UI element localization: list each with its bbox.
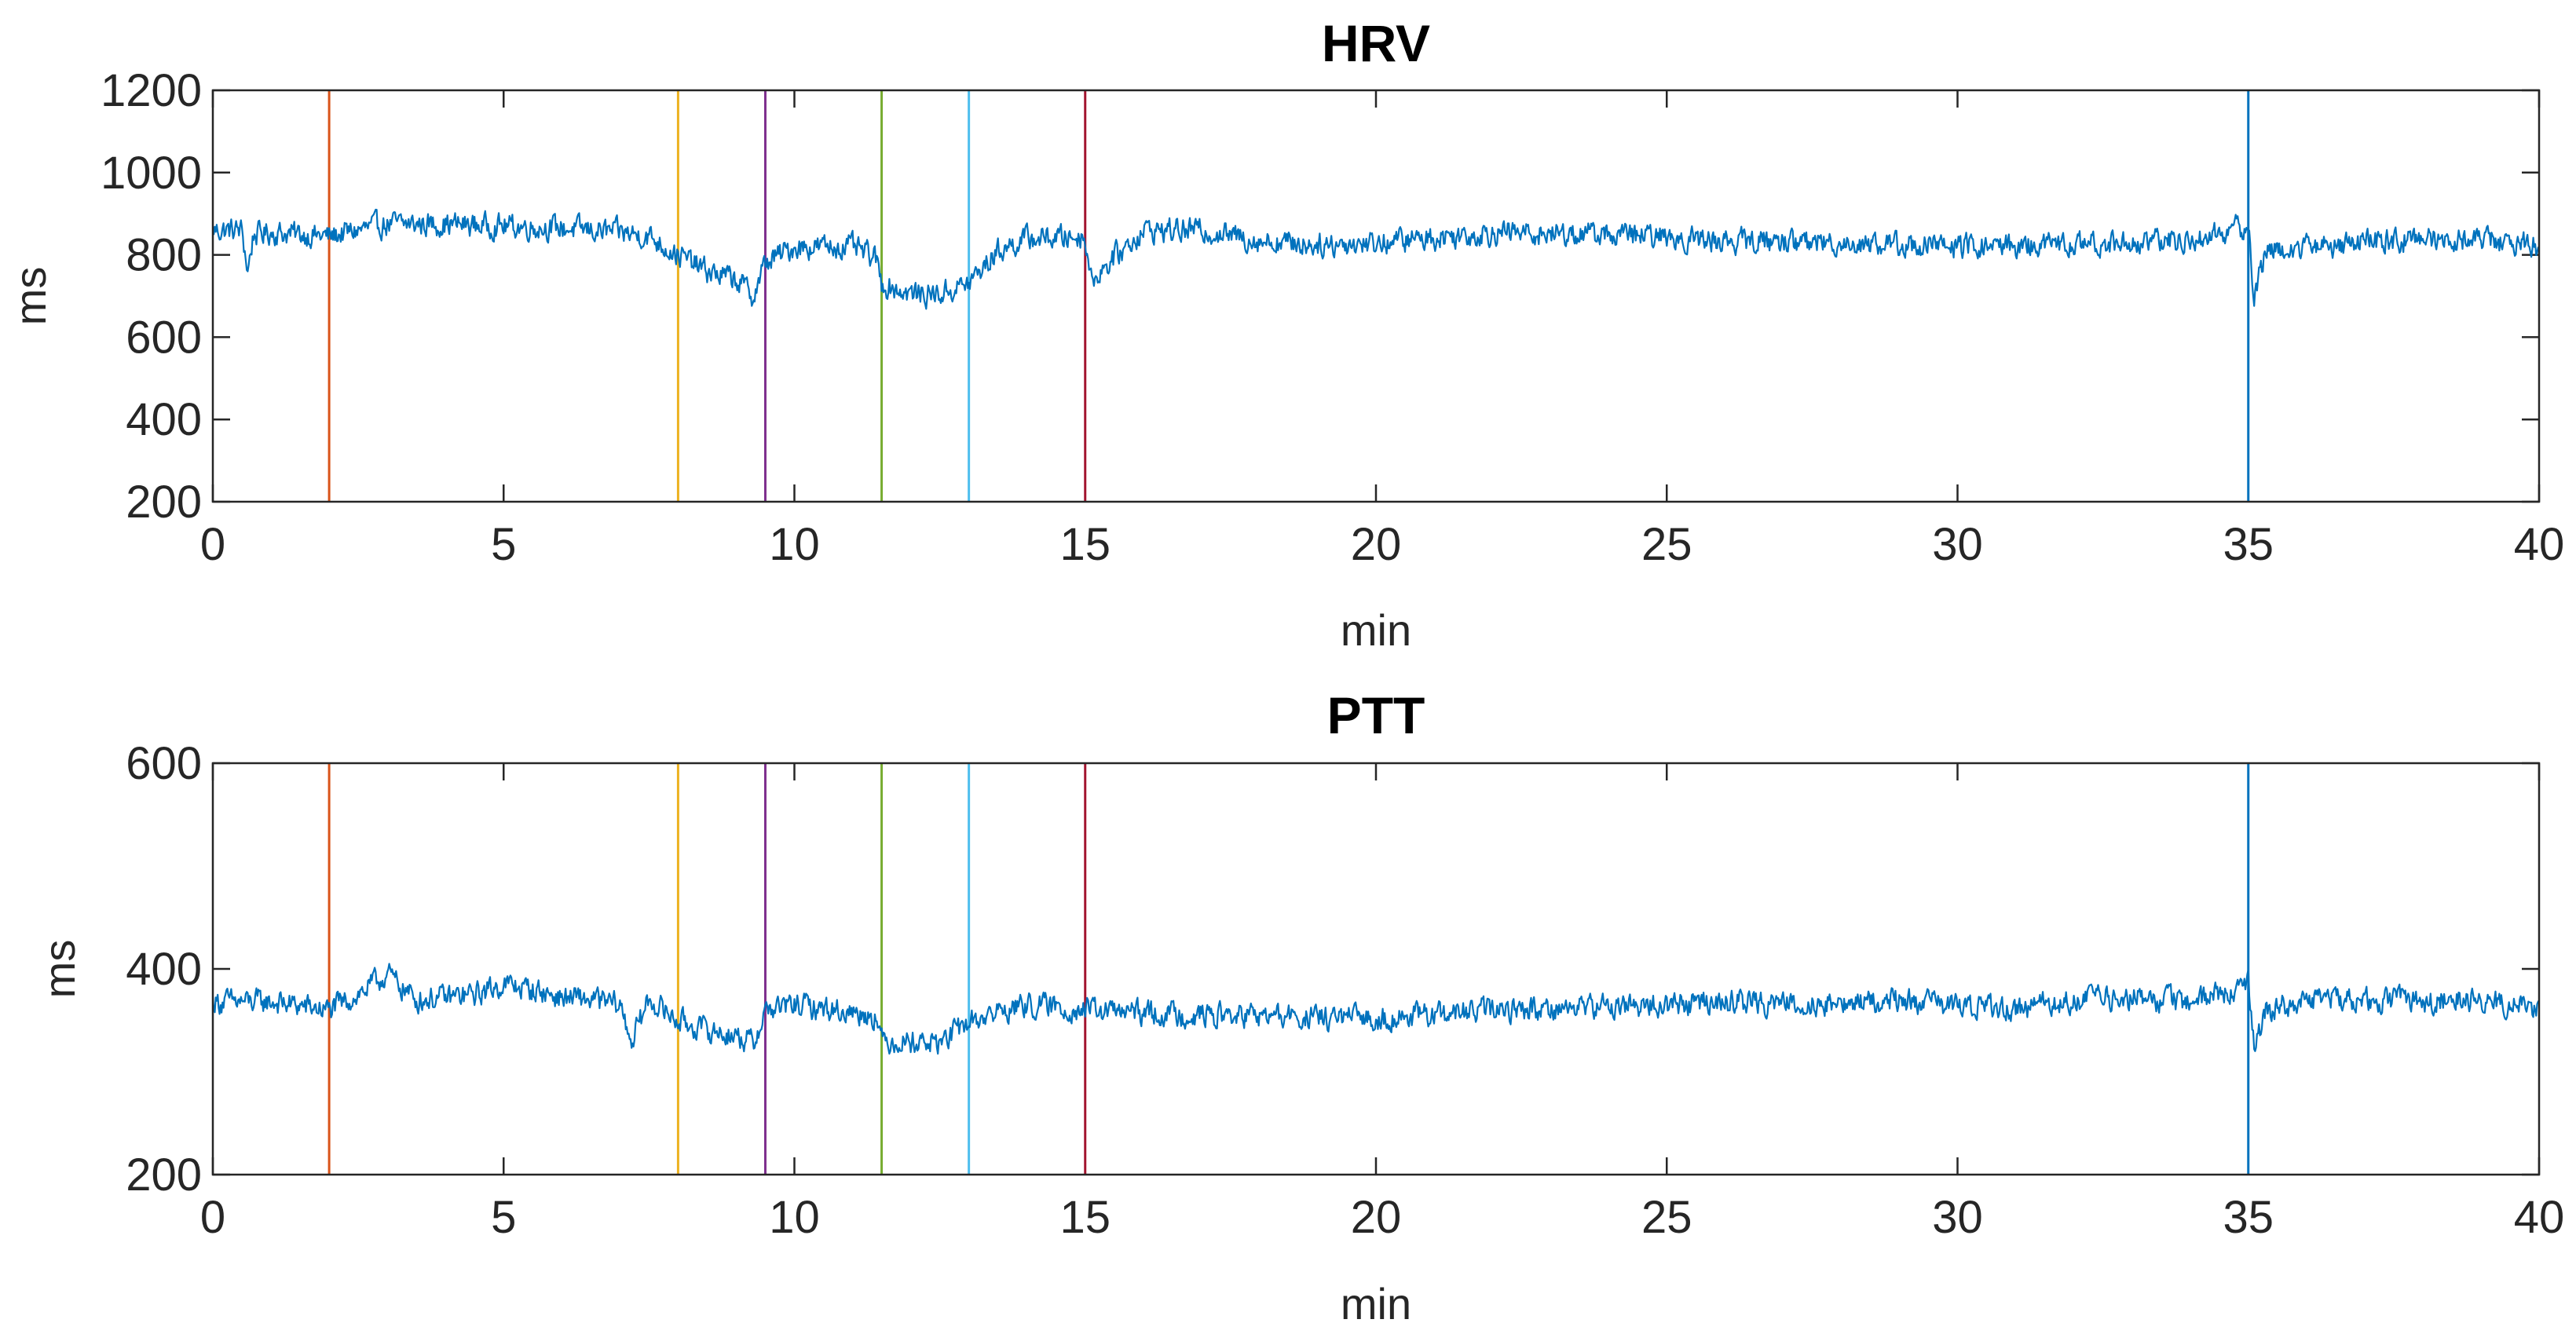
- hrv-y-tick-label: 1000: [101, 148, 202, 199]
- hrv-x-tick-labels: 0 5 10 15 20 25 30 35 40: [200, 519, 2564, 570]
- ptt-x-tick-label: 0: [200, 1192, 225, 1243]
- hrv-y-tick-label: 800: [126, 230, 202, 281]
- ptt-x-tick-label: 15: [1059, 1192, 1111, 1243]
- hrv-x-tick-label: 30: [1932, 519, 1983, 570]
- hrv-x-tick-label: 25: [1641, 519, 1692, 570]
- ptt-y-tick-label: 400: [126, 944, 202, 995]
- hrv-y-tick-label: 1200: [101, 65, 202, 116]
- ptt-x-tick-label: 40: [2514, 1192, 2565, 1243]
- hrv-x-tick-label: 0: [200, 519, 225, 570]
- hrv-y-axis-label: ms: [5, 267, 55, 326]
- ptt-x-tick-label: 20: [1351, 1192, 1402, 1243]
- ptt-y-tick-label: 200: [126, 1149, 202, 1201]
- ptt-y-tick-label: 600: [126, 738, 202, 789]
- hrv-y-tick-labels: 200 400 600 800 1000 1200: [101, 65, 202, 528]
- ptt-x-tick-label: 5: [491, 1192, 516, 1243]
- ptt-panel: PTT 200 400 600 0 5 10 15 20 25 30 35 40 min ms: [35, 686, 2564, 1329]
- hrv-x-tick-label: 15: [1059, 519, 1111, 570]
- ptt-event-markers: [327, 763, 2250, 1175]
- hrv-series: [211, 208, 2541, 310]
- ptt-y-tick-labels: 200 400 600: [126, 738, 202, 1201]
- hrv-panel: HRV 200 400 600 800 1000 1200 0 5 10 15 20 25 30 35 4…: [5, 14, 2564, 655]
- ptt-chart-title: PTT: [1327, 686, 1425, 744]
- hrv-x-tick-label: 10: [769, 519, 820, 570]
- hrv-event-markers: [327, 90, 2250, 502]
- hrv-plot-frame: [211, 89, 2541, 503]
- ptt-x-tick-label: 10: [769, 1192, 820, 1243]
- hrv-x-tick-label: 40: [2514, 519, 2565, 570]
- hrv-x-tick-label: 35: [2223, 519, 2274, 570]
- ptt-x-axis-label: min: [1341, 1279, 1411, 1329]
- ptt-x-tick-labels: 0 5 10 15 20 25 30 35 40: [200, 1192, 2564, 1243]
- ptt-x-tick-label: 25: [1641, 1192, 1692, 1243]
- ptt-x-tick-label: 30: [1932, 1192, 1983, 1243]
- hrv-x-axis-label: min: [1341, 605, 1411, 655]
- hrv-y-tick-label: 200: [126, 477, 202, 528]
- hrv-chart-title: HRV: [1322, 14, 1430, 72]
- hrv-x-tick-label: 20: [1351, 519, 1402, 570]
- ptt-plot-frame: [211, 762, 2541, 1176]
- ptt-x-tick-label: 35: [2223, 1192, 2274, 1243]
- ptt-y-axis-label: ms: [35, 940, 84, 999]
- hrv-x-tick-label: 5: [491, 519, 516, 570]
- hrv-y-tick-label: 400: [126, 394, 202, 445]
- hrv-y-tick-label: 600: [126, 312, 202, 363]
- hrv-series-line: [211, 208, 2541, 310]
- ptt-series-line: [211, 963, 2540, 1055]
- ptt-series: [211, 963, 2540, 1055]
